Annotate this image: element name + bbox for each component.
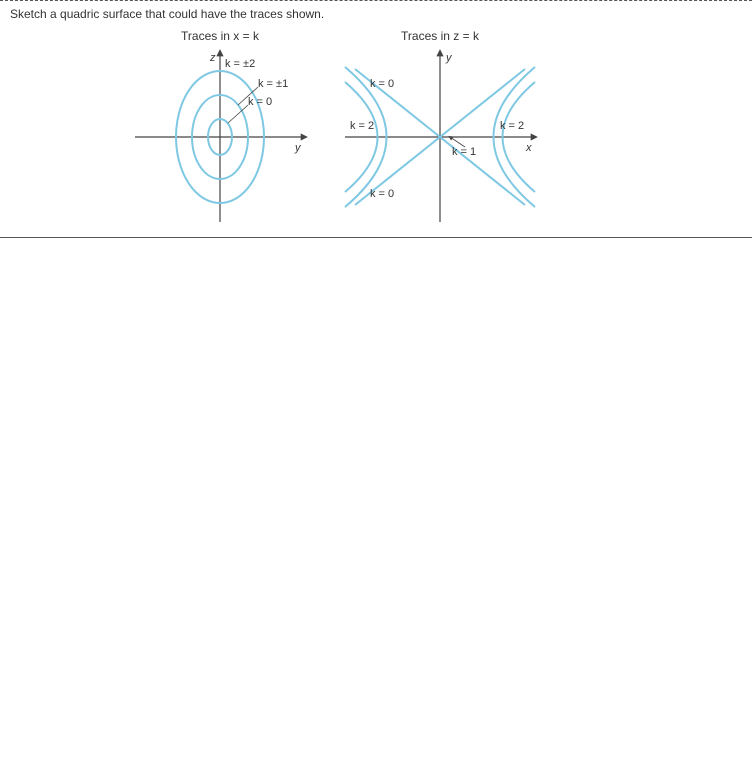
label-k0-bottom: k = 0: [370, 188, 394, 200]
figure-traces-z: Traces in z = k: [340, 29, 540, 227]
figure-traces-z-svg: y x k = 0 k = 0 k = 2 k = 2 k = 1: [340, 47, 540, 227]
question-block: Sketch a quadric surface that could have…: [0, 0, 752, 238]
figure-traces-x: Traces in x = k z y: [130, 29, 310, 227]
label-k2-right: k = 2: [500, 120, 524, 132]
figure-traces-z-title: Traces in z = k: [401, 29, 479, 43]
label-k1: k = 1: [452, 146, 476, 158]
y-axis-label-2: y: [445, 52, 453, 64]
label-k-pm2: k = ±2: [225, 58, 255, 70]
label-k0-top: k = 0: [370, 78, 394, 90]
label-k-pm1: k = ±1: [258, 78, 288, 90]
x-axis-label-2: x: [525, 142, 532, 154]
figure-traces-x-svg: z y k = ±2 k = ±1 k = 0: [130, 47, 310, 227]
figures-row: Traces in x = k z y: [10, 29, 742, 227]
label-k2-left: k = 2: [350, 120, 374, 132]
y-axis-label: y: [294, 142, 302, 154]
z-axis-label: z: [209, 52, 216, 64]
label-k-0: k = 0: [248, 96, 272, 108]
question-prompt: Sketch a quadric surface that could have…: [10, 7, 742, 21]
figure-traces-x-title: Traces in x = k: [181, 29, 259, 43]
